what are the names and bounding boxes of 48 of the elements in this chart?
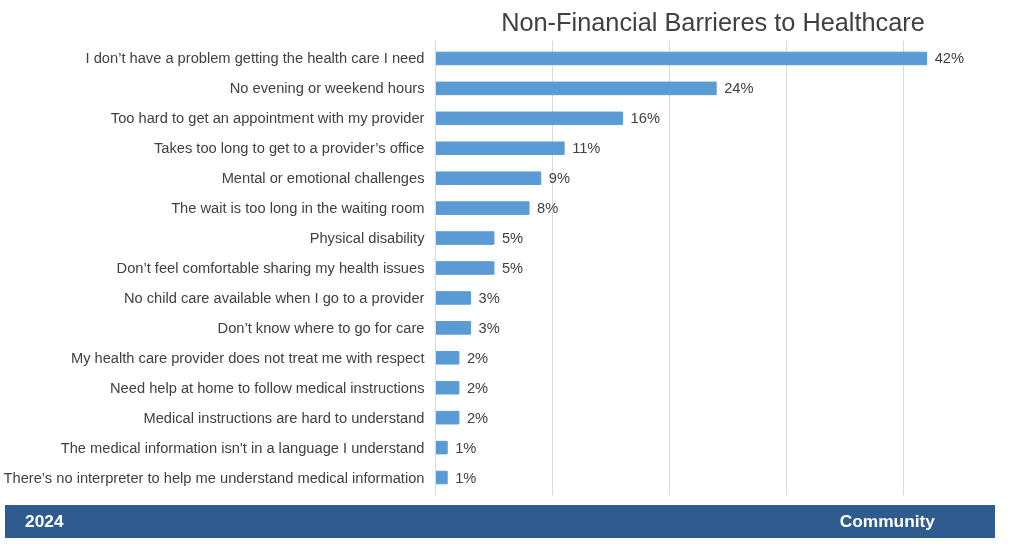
y-tick-label: Don’t feel comfortable sharing my health issues: [116, 260, 425, 276]
y-tick-label: Takes too long to get to a provider’s office: [154, 140, 425, 157]
data-label: 24%: [724, 80, 754, 97]
y-tick-label: Don’t know where to go for care: [217, 319, 425, 336]
y-tick-label: Need help at home to follow medical instructions: [110, 379, 425, 396]
bar: [435, 380, 460, 395]
data-label: 2%: [466, 379, 489, 396]
data-label: 16%: [630, 110, 660, 127]
bar: [435, 440, 448, 455]
y-tick-label: I don’t have a problem getting the health care I need: [85, 50, 425, 67]
bar: [435, 321, 472, 335]
y-tick-label: There’s no interpreter to help me understand medical information: [3, 469, 425, 486]
data-label: 3%: [478, 289, 500, 306]
bar: [435, 111, 624, 126]
data-label: 3%: [478, 319, 500, 336]
bar: [435, 171, 542, 185]
bar: [435, 51, 928, 66]
data-label: 1%: [455, 439, 477, 456]
bar: [435, 470, 448, 485]
text: Community: [839, 510, 935, 533]
bar: [435, 201, 530, 215]
bar: [435, 141, 565, 156]
data-label: 42%: [934, 50, 964, 67]
y-tick-label: No evening or weekend hours: [229, 80, 425, 97]
y-tick-label: The wait is too long in the waiting room: [171, 200, 425, 217]
data-label: 1%: [455, 469, 477, 486]
data-label: 5%: [501, 230, 524, 247]
y-tick-label: Too hard to get an appointment with my provider: [110, 110, 425, 127]
data-label: 9%: [548, 170, 570, 187]
y-tick-label: Mental or emotional challenges: [221, 170, 425, 187]
bar: [435, 81, 717, 96]
y-tick-label: My health care provider does not treat me with respect: [70, 349, 425, 366]
bar: [435, 261, 495, 275]
y-tick-label: The medical information isn't in a language I understand: [60, 439, 425, 456]
text: 2024: [25, 510, 64, 533]
y-tick-label: Physical disability: [309, 230, 426, 247]
data-label: 2%: [466, 409, 489, 426]
y-tick-label: Medical instructions are hard to understand: [143, 409, 425, 426]
y-tick-label: No child care available when I go to a provider: [123, 289, 425, 306]
data-label: 8%: [537, 200, 559, 217]
bar: [435, 231, 495, 245]
data-label: 5%: [501, 260, 524, 276]
bar: [435, 291, 472, 305]
data-label: 2%: [466, 349, 489, 366]
data-label: 11%: [572, 140, 601, 157]
bar: [435, 410, 460, 425]
chart-title: Non-Financial Barrieres to Healthcare: [501, 7, 925, 36]
bar: [435, 351, 460, 365]
